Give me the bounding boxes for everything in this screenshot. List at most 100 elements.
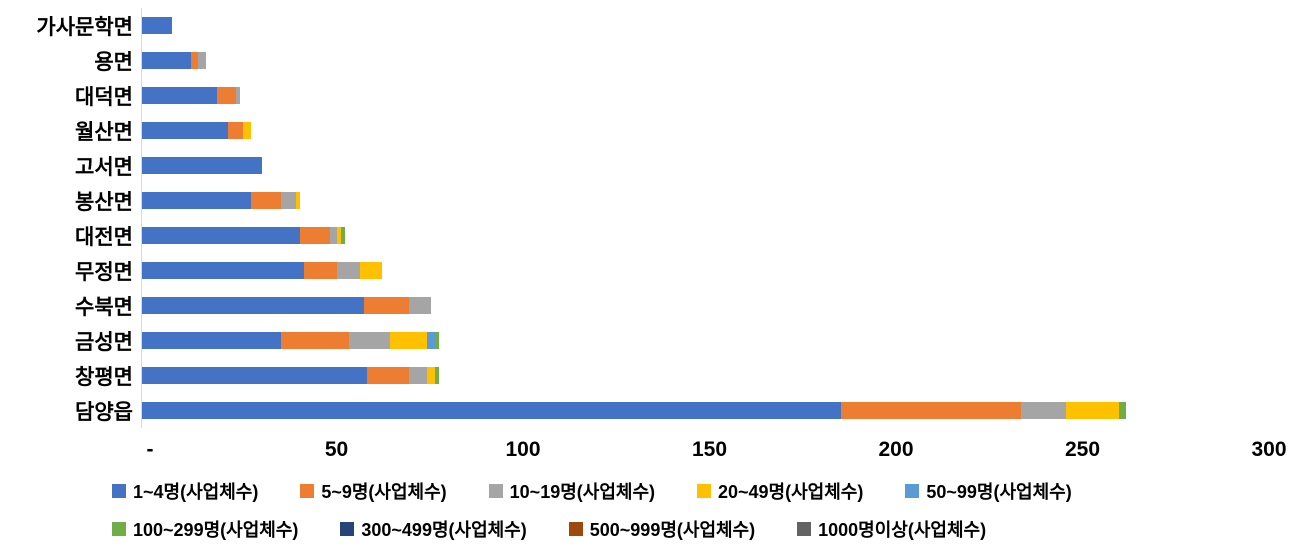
legend-label: 500~999명(사업체수) <box>589 520 756 540</box>
bar-segment <box>1118 402 1127 419</box>
chart-row: 봉산면 <box>0 183 1269 218</box>
category-label: 가사문학면 <box>36 15 133 39</box>
bar-segment <box>217 87 236 104</box>
bar-segment <box>142 122 229 139</box>
bar-area <box>141 148 1269 183</box>
legend-marker-icon <box>112 522 126 536</box>
chart-row: 고서면 <box>0 148 1269 183</box>
bar-segment <box>142 297 364 314</box>
legend-label: 20~49명(사업체수) <box>718 482 864 502</box>
bar-segment <box>348 332 390 349</box>
bar-segment <box>198 52 206 69</box>
category-label: 담양읍 <box>75 400 133 424</box>
chart-row: 무정면 <box>0 253 1269 288</box>
chart-row: 가사문학면 <box>0 8 1269 43</box>
bar-segment <box>408 297 432 314</box>
x-tick-label: 100 <box>505 438 541 461</box>
x-tick-label: 50 <box>324 438 349 461</box>
bar-segment <box>341 227 345 244</box>
category-label: 금성면 <box>75 330 133 354</box>
bar-segment <box>190 52 199 69</box>
bar-area <box>141 393 1269 428</box>
legend-label: 1~4명(사업체수) <box>133 482 259 502</box>
stacked-bar <box>142 87 1269 104</box>
chart-row: 금성면 <box>0 323 1269 358</box>
legend-label: 100~299명(사업체수) <box>133 520 299 540</box>
category-label: 대전면 <box>75 225 133 249</box>
x-tick-label: 200 <box>878 438 914 461</box>
bar-segment <box>142 52 191 69</box>
bar-segment <box>434 367 439 384</box>
legend-marker-icon <box>488 484 503 498</box>
category-label: 대덕면 <box>75 85 133 109</box>
bar-area <box>141 113 1269 148</box>
chart-row: 수북면 <box>0 288 1269 323</box>
chart-row: 용면 <box>0 43 1269 78</box>
legend-item: 100~299명(사업체수) <box>112 516 298 542</box>
bar-segment <box>250 192 281 209</box>
bar-segment <box>337 262 360 279</box>
category-label: 월산면 <box>75 120 133 144</box>
chart-row: 월산면 <box>0 113 1269 148</box>
legend-marker-icon <box>340 522 355 536</box>
bar-segment <box>280 332 349 349</box>
bar-segment <box>142 17 173 34</box>
stacked-bar <box>142 157 1269 174</box>
chart-row: 대덕면 <box>0 78 1269 113</box>
category-label: 용면 <box>94 50 133 74</box>
stacked-bar <box>142 402 1269 419</box>
legend-marker-icon <box>697 484 711 498</box>
bar-area <box>141 358 1269 393</box>
bar-segment <box>142 227 300 244</box>
bar-area <box>141 288 1269 323</box>
bar-segment <box>434 332 439 349</box>
legend-item: 5~9명(사업체수) <box>300 478 447 504</box>
legend-marker-icon <box>300 484 315 498</box>
bar-segment <box>1066 402 1119 419</box>
stacked-bar <box>142 367 1269 384</box>
category-label: 무정면 <box>75 260 133 284</box>
x-tick-label: 300 <box>1251 438 1287 461</box>
legend-item: 50~99명(사업체수) <box>905 478 1072 504</box>
bar-segment <box>303 262 338 279</box>
chart-row: 창평면 <box>0 358 1269 393</box>
bar-segment <box>142 402 841 419</box>
bar-segment <box>142 157 263 174</box>
legend-label: 300~499명(사업체수) <box>361 520 527 540</box>
legend-marker-icon <box>568 522 583 536</box>
bar-segment <box>235 87 240 104</box>
stacked-bar <box>142 122 1269 139</box>
stacked-bar <box>142 52 1269 69</box>
x-tick-label: 150 <box>691 438 728 461</box>
bar-segment <box>142 367 368 384</box>
legend-label: 50~99명(사업체수) <box>926 482 1072 502</box>
stacked-bar <box>142 297 1269 314</box>
stacked-bar <box>142 332 1269 349</box>
bar-area <box>141 43 1269 78</box>
bar-area <box>141 78 1269 113</box>
category-label: 수북면 <box>75 295 133 319</box>
legend-label: 10~19명(사업체수) <box>509 482 655 502</box>
category-label: 봉산면 <box>75 190 133 214</box>
chart-row: 담양읍 <box>0 393 1269 428</box>
bar-segment <box>359 262 383 279</box>
bar-segment <box>427 367 435 384</box>
legend-marker-icon <box>797 522 812 536</box>
bar-area <box>141 323 1269 358</box>
chart-row: 대전면 <box>0 218 1269 253</box>
stacked-bar <box>142 262 1269 279</box>
chart-legend: 1~4명(사업체수) 5~9명(사업체수) 10~19명(사업체수) 20~49명(사… <box>112 478 1292 542</box>
bar-segment <box>228 122 244 139</box>
legend-label: 5~9명(사업체수) <box>321 482 447 502</box>
stacked-bar <box>142 192 1269 209</box>
legend-item: 1~4명(사업체수) <box>112 478 258 504</box>
bar-segment <box>142 192 251 209</box>
legend-item: 10~19명(사업체수) <box>488 478 655 504</box>
bar-area <box>141 183 1269 218</box>
bar-segment <box>329 227 338 244</box>
legend-row: 1~4명(사업체수) 5~9명(사업체수) 10~19명(사업체수) 20~49명(사… <box>112 478 1292 504</box>
bar-segment <box>408 367 428 384</box>
bar-segment <box>142 332 281 349</box>
bar-segment <box>337 227 342 244</box>
x-tick-label: - <box>146 438 154 461</box>
